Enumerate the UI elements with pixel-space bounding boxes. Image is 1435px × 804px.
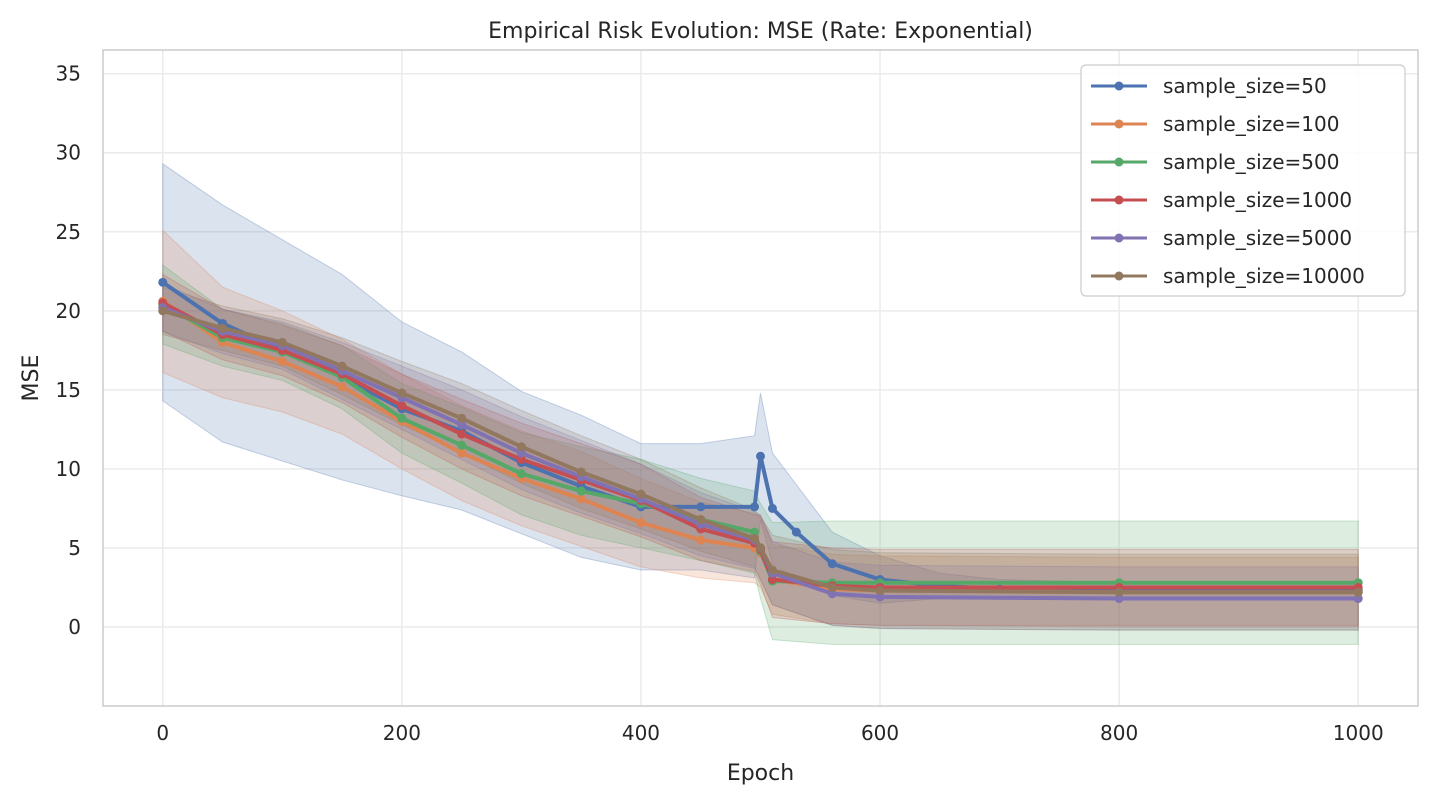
chart-title: Empirical Risk Evolution: MSE (Rate: Exp… xyxy=(488,19,1033,44)
y-tick-label: 30 xyxy=(56,141,81,165)
x-tick-label: 1000 xyxy=(1333,721,1384,745)
y-tick-label: 15 xyxy=(56,378,81,402)
data-point xyxy=(277,356,287,366)
y-tick-label: 25 xyxy=(56,220,81,244)
data-point xyxy=(1353,587,1363,597)
data-point xyxy=(576,467,586,477)
data-point xyxy=(457,440,467,450)
legend-label: sample_size=100 xyxy=(1163,112,1339,136)
legend-marker xyxy=(1114,119,1124,129)
y-tick-label: 0 xyxy=(68,615,81,639)
data-point xyxy=(750,527,760,537)
data-point xyxy=(767,565,777,575)
data-point xyxy=(636,518,646,528)
data-point xyxy=(827,582,837,592)
data-point xyxy=(457,413,467,423)
y-tick-label: 5 xyxy=(68,536,81,560)
legend-box xyxy=(1080,64,1406,297)
data-point xyxy=(827,589,837,599)
data-point xyxy=(827,559,837,569)
data-point xyxy=(1114,587,1124,597)
x-tick-label: 0 xyxy=(156,721,169,745)
series-lines xyxy=(158,277,1363,604)
legend-label: sample_size=10000 xyxy=(1163,264,1365,288)
legend: sample_size=50 sample_size=100 sample_size… xyxy=(1080,64,1406,297)
data-point xyxy=(516,442,526,452)
data-point xyxy=(1353,594,1363,604)
band-sample_size=5000 xyxy=(162,283,1359,631)
data-point xyxy=(397,388,407,398)
legend-marker xyxy=(1114,271,1124,281)
data-point xyxy=(636,489,646,499)
data-point xyxy=(696,514,706,524)
plot-frame xyxy=(102,49,1419,707)
legend-label: sample_size=500 xyxy=(1163,150,1339,174)
legend-label: sample_size=1000 xyxy=(1163,188,1352,212)
data-point xyxy=(516,448,526,458)
x-tick-label: 200 xyxy=(383,721,421,745)
data-point xyxy=(875,592,885,602)
data-point xyxy=(576,494,586,504)
data-point xyxy=(397,413,407,423)
data-point xyxy=(756,451,765,461)
data-point xyxy=(516,469,526,479)
data-point xyxy=(750,502,760,512)
legend-label: sample_size=50 xyxy=(1163,74,1327,98)
legend-marker xyxy=(1114,195,1124,205)
data-point xyxy=(158,277,168,287)
data-point xyxy=(457,429,467,439)
data-point xyxy=(756,543,765,553)
data-point xyxy=(767,503,777,513)
data-point xyxy=(516,454,526,464)
legend-label: sample_size=5000 xyxy=(1163,226,1352,250)
legend-marker xyxy=(1114,81,1124,91)
x-tick-label: 800 xyxy=(1100,721,1138,745)
x-axis-label: Epoch xyxy=(727,761,794,786)
x-tick-label: 600 xyxy=(861,721,899,745)
y-tick-label: 20 xyxy=(56,299,81,323)
data-point xyxy=(767,575,777,585)
legend-marker xyxy=(1114,157,1124,167)
y-tick-label: 35 xyxy=(56,62,81,86)
x-tick-label: 400 xyxy=(622,721,660,745)
tick-labels: 0 200 400 600 800 1000 0 5 10 15 20 25 30 35 xyxy=(56,62,1384,745)
data-point xyxy=(576,486,586,496)
y-tick-label: 10 xyxy=(56,457,81,481)
data-point xyxy=(457,420,467,430)
data-point xyxy=(337,382,347,392)
y-axis-label: MSE xyxy=(19,355,44,402)
data-point xyxy=(277,337,287,347)
data-point xyxy=(875,586,885,596)
band-sample_size=500 xyxy=(162,263,1359,645)
data-point xyxy=(218,323,228,333)
data-point xyxy=(696,535,706,545)
data-point xyxy=(158,306,168,316)
data-point xyxy=(397,401,407,411)
data-point xyxy=(1114,594,1124,604)
data-point xyxy=(457,448,467,458)
legend-marker xyxy=(1114,233,1124,243)
data-point xyxy=(750,533,760,543)
data-point xyxy=(791,527,801,537)
data-point xyxy=(696,502,706,512)
data-point xyxy=(337,361,347,371)
